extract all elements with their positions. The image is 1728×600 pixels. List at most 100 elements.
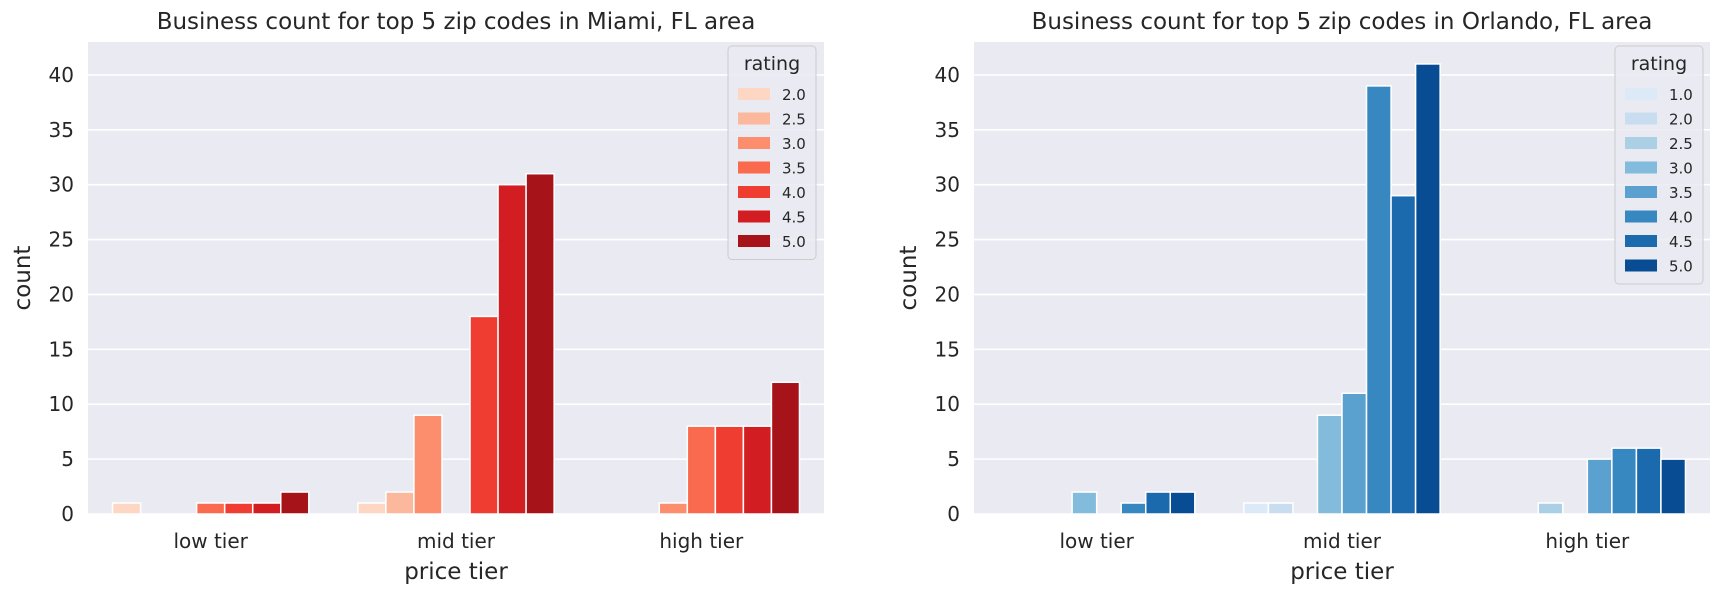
y-tick-label: 15 <box>49 337 74 361</box>
x-tick-label: low tier <box>1059 529 1134 553</box>
legend-label: 3.5 <box>782 160 806 178</box>
bar-4.0-mid-tier <box>1365 85 1392 515</box>
bar-4.5-low-tier <box>1144 491 1172 515</box>
legend-swatch <box>738 210 770 223</box>
legend-label: 4.5 <box>1669 233 1693 251</box>
y-tick-label: 0 <box>947 502 960 526</box>
bar-5.0-high-tier <box>1660 458 1687 515</box>
chart-title: Business count for top 5 zip codes in Or… <box>1032 9 1653 35</box>
bar-1.0-mid-tier <box>1243 502 1270 515</box>
legend-swatch <box>1625 88 1657 100</box>
y-tick-label: 30 <box>935 173 960 197</box>
bar-2.0-mid-tier <box>1267 502 1294 515</box>
legend-swatch <box>1625 259 1657 272</box>
x-tick-label: low tier <box>173 529 248 553</box>
legend-swatch <box>738 161 770 174</box>
legend-label: 4.5 <box>782 209 806 227</box>
x-tick-label: mid tier <box>417 529 496 553</box>
chart-title: Business count for top 5 zip codes in Mi… <box>157 9 756 35</box>
legend-swatch <box>1625 112 1657 125</box>
y-tick-label: 5 <box>61 447 74 471</box>
legend-swatch <box>1625 186 1657 198</box>
legend-label: 2.0 <box>782 86 806 104</box>
bar-3.0-mid-tier <box>1316 414 1343 515</box>
y-tick-label: 30 <box>49 173 74 197</box>
legend-swatch <box>738 137 770 149</box>
legend-swatch <box>738 235 770 247</box>
bar-3.0-high-tier <box>658 502 689 515</box>
y-tick-label: 10 <box>49 392 74 416</box>
x-axis-label: price tier <box>404 559 508 585</box>
bar-5.0-low-tier <box>1169 491 1196 515</box>
legend-label: 3.0 <box>782 135 806 153</box>
legend-title: rating <box>744 53 800 75</box>
bar-2.5-high-tier <box>1537 502 1564 515</box>
y-tick-label: 20 <box>935 282 960 306</box>
chart-panel-1: 0 5 10 15 20 25 30 35 40 low tier mid tier high tie… <box>10 9 824 585</box>
bar-4.5-high-tier <box>742 425 773 515</box>
y-tick-label: 35 <box>49 118 74 142</box>
legend: rating 1.0 2.0 2.5 3.0 3.5 4.0 4.5 5.0 <box>1614 45 1704 285</box>
y-axis-label: count <box>10 246 36 311</box>
y-tick-label: 15 <box>935 337 960 361</box>
legend-swatch <box>738 186 770 198</box>
bar-3.5-low-tier <box>195 502 226 515</box>
bar-4.5-mid-tier <box>497 183 527 515</box>
legend-frame <box>1614 45 1704 285</box>
y-tick-label: 5 <box>947 447 960 471</box>
legend-title: rating <box>1631 53 1687 75</box>
bar-3.5-high-tier <box>1586 458 1613 515</box>
y-tick-label: 35 <box>935 118 960 142</box>
bar-5.0-high-tier <box>770 381 801 515</box>
bar-3.5-mid-tier <box>1341 392 1368 515</box>
legend-swatch <box>1625 161 1657 174</box>
bar-3.0-mid-tier <box>413 414 443 515</box>
bar-4.5-high-tier <box>1635 447 1662 515</box>
bar-4.0-high-tier <box>714 425 745 515</box>
bar-4.0-low-tier <box>223 502 254 515</box>
y-tick-label: 10 <box>935 392 960 416</box>
bar-3.5-high-tier <box>686 425 717 515</box>
x-tick-label: high tier <box>659 529 744 553</box>
bar-4.0-mid-tier <box>469 315 499 515</box>
legend-swatch <box>1625 210 1657 223</box>
bar-2.5-mid-tier <box>385 491 415 515</box>
bar-2.0-mid-tier <box>357 502 387 515</box>
legend-label: 1.0 <box>1669 86 1693 104</box>
y-tick-label: 40 <box>935 63 960 87</box>
legend-label: 3.0 <box>1669 160 1693 178</box>
legend-label: 4.0 <box>1669 209 1693 227</box>
bar-5.0-low-tier <box>280 491 310 515</box>
legend-label: 2.5 <box>1669 135 1693 153</box>
legend-label: 2.0 <box>1669 111 1693 129</box>
bar-4.5-low-tier <box>251 502 282 515</box>
bar-4.0-high-tier <box>1611 447 1638 515</box>
x-tick-label: high tier <box>1545 529 1630 553</box>
x-axis-label: price tier <box>1290 559 1394 585</box>
y-tick-label: 25 <box>935 228 960 252</box>
bar-5.0-mid-tier <box>1414 63 1441 515</box>
bar-4.0-low-tier <box>1120 502 1147 515</box>
bar-2.0-low-tier <box>111 502 142 515</box>
legend-label: 2.5 <box>782 111 806 129</box>
x-tick-label: mid tier <box>1303 529 1382 553</box>
legend-swatch <box>738 112 770 125</box>
legend: rating 2.0 2.5 3.0 3.5 4.0 4.5 5.0 <box>727 45 817 260</box>
legend-label: 3.5 <box>1669 184 1693 202</box>
y-tick-label: 0 <box>61 502 74 526</box>
y-tick-label: 40 <box>49 63 74 87</box>
bar-3.0-low-tier <box>1071 491 1098 515</box>
legend-label: 5.0 <box>1669 258 1693 276</box>
y-axis-label: count <box>896 246 922 311</box>
legend-label: 4.0 <box>782 184 806 202</box>
legend-swatch <box>738 88 770 100</box>
bar-5.0-mid-tier <box>525 172 555 515</box>
legend-label: 5.0 <box>782 233 806 251</box>
y-tick-label: 20 <box>49 282 74 306</box>
y-tick-label: 25 <box>49 228 74 252</box>
legend-swatch <box>1625 137 1657 149</box>
legend-swatch <box>1625 235 1657 247</box>
chart-panel-2: 0 5 10 15 20 25 30 35 40 low tier mid tier high tie… <box>896 9 1710 585</box>
